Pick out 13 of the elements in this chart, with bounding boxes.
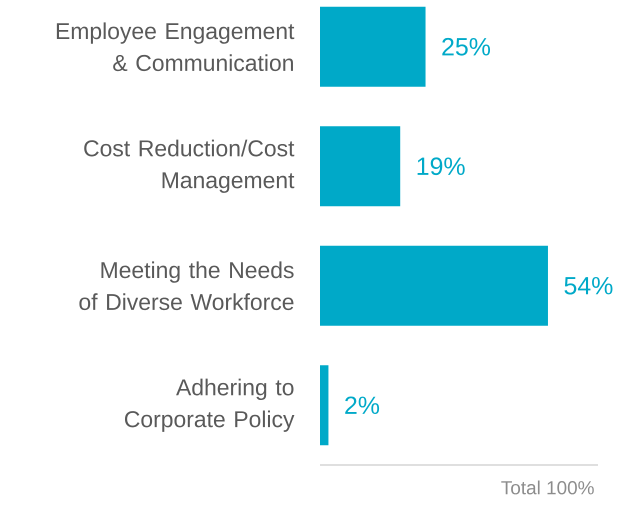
data-label: 19%	[418, 157, 465, 176]
data-label: 25%	[442, 38, 490, 56]
y-tick-label: Employee Engagement & Communication	[56, 22, 294, 72]
bar	[320, 246, 548, 326]
bar	[320, 126, 400, 206]
bar	[320, 365, 328, 446]
data-label: 54%	[564, 276, 612, 295]
y-tick-label: Meeting the Needs of Diverse Workforce	[79, 261, 294, 310]
y-tick-label: Cost Reduction/Cost Management	[84, 140, 294, 193]
y-tick-label: Adhering to Corporate Policy	[124, 378, 294, 432]
bar	[320, 6, 426, 87]
text: Total 100%	[501, 480, 594, 494]
data-label: 2%	[345, 396, 380, 414]
